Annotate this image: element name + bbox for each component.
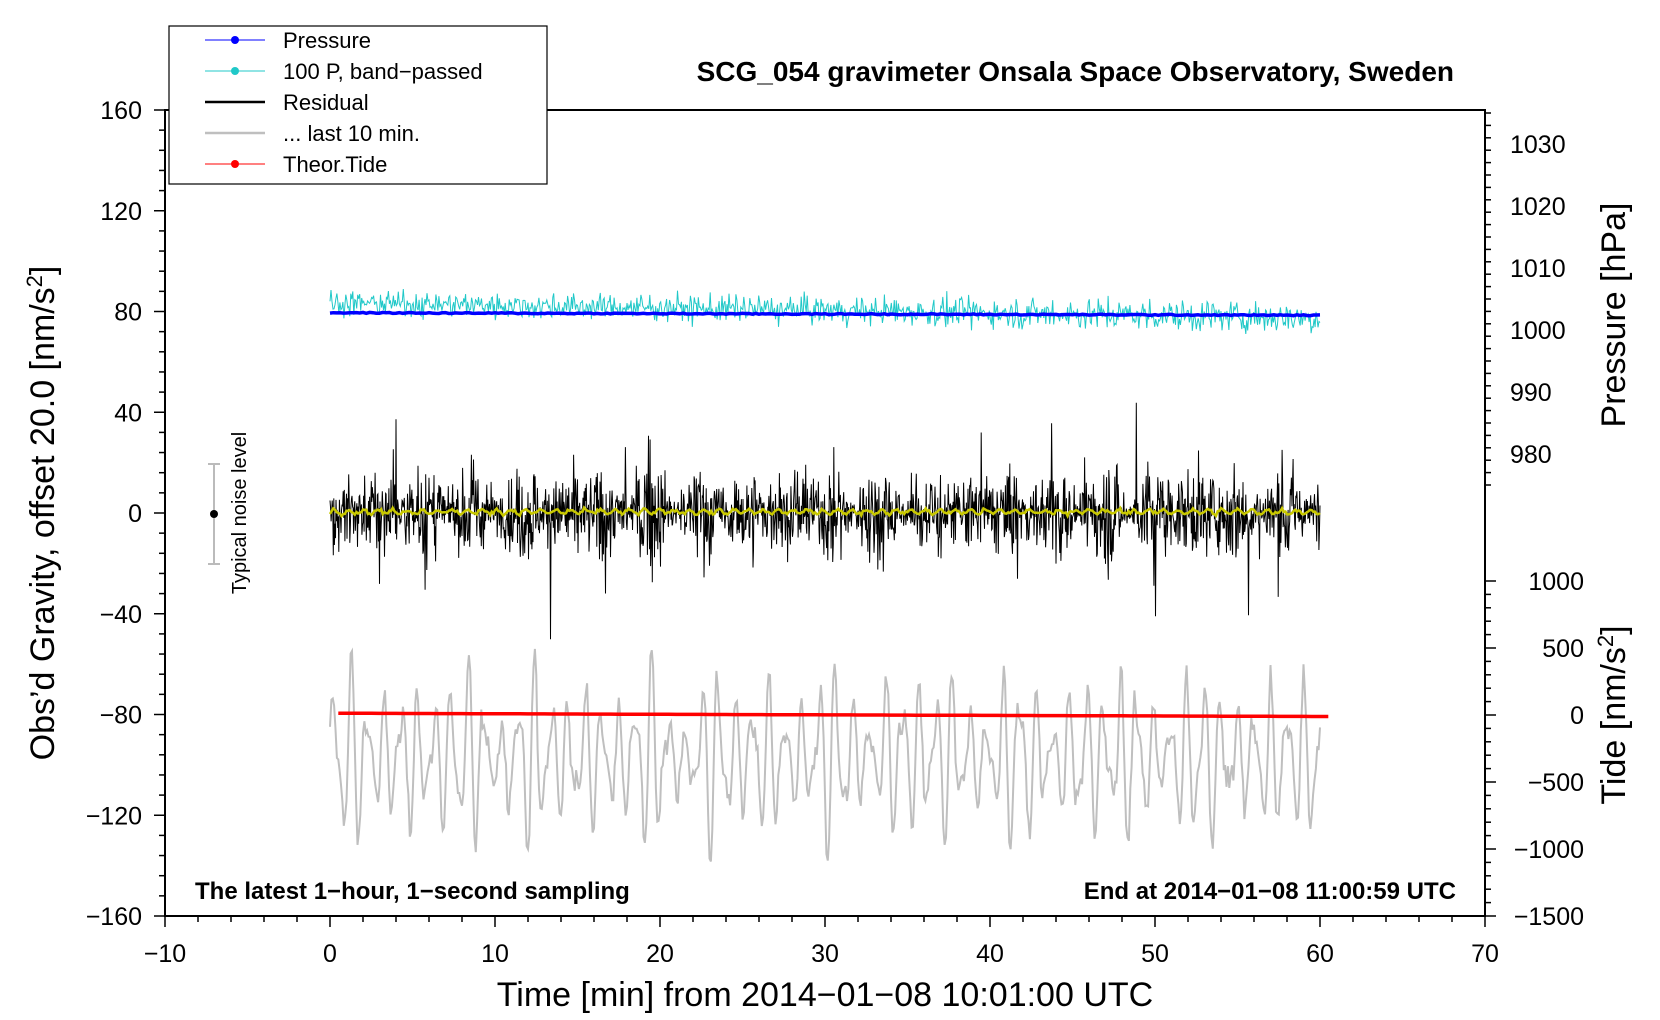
y-tick-label: 0 (128, 500, 142, 528)
x-tick-label: 50 (1141, 940, 1169, 968)
y-axis-pressure: 980 990 1000 1010 1020 1030 (1485, 112, 1566, 486)
tide-axis-title-sup: 2 (1593, 635, 1618, 647)
y-tick-label: −80 (100, 702, 142, 730)
y-axis-left: −160 −120 −80 −40 0 40 80 120 160 (86, 97, 165, 931)
x-tick-label: 60 (1306, 940, 1334, 968)
noise-level-marker: Typical noise level (208, 432, 251, 594)
x-tick-label: 40 (976, 940, 1004, 968)
tide-tick-label: 1000 (1528, 568, 1584, 596)
series-theor-tide (338, 711, 1329, 719)
tide-axis-title-end: ] (1595, 625, 1633, 634)
noise-level-label: Typical noise level (229, 432, 251, 594)
y-tick-label: 80 (114, 299, 142, 327)
legend-label: ... last 10 min. (283, 121, 420, 146)
chart-title: SCG_054 gravimeter Onsala Space Observat… (697, 56, 1454, 87)
y-axis-title-left: Obs’d Gravity, offset 20.0 [nm/s2] (22, 266, 63, 761)
tide-axis-title-main: Tide [nm/s (1595, 647, 1633, 804)
x-axis-title: Time [min] from 2014−01−08 10:01:00 UTC (497, 976, 1153, 1014)
y-tick-label: 40 (114, 399, 142, 427)
legend-marker (231, 36, 239, 44)
pressure-tick-label: 1020 (1510, 193, 1566, 221)
tide-tick-label: 500 (1542, 635, 1584, 663)
pressure-axis-title: Pressure [hPa] (1595, 203, 1633, 428)
pressure-tick-label: 1010 (1510, 255, 1566, 283)
legend-label: 100 P, band−passed (283, 59, 483, 84)
y-tick-label: −40 (100, 601, 142, 629)
legend-label: Residual (283, 90, 369, 115)
pressure-tick-label: 990 (1510, 379, 1552, 407)
y-axis-title-end: ] (24, 266, 62, 275)
tide-tick-label: −1000 (1514, 836, 1584, 864)
series-residual (329, 402, 1321, 640)
y-axis-tide: −1500 −1000 −500 0 500 1000 (1485, 568, 1584, 931)
y-tick-label: 160 (100, 97, 142, 125)
legend-label: Theor.Tide (283, 152, 387, 177)
y-tick-label: −160 (86, 903, 142, 931)
series-100p-band-passed (329, 288, 1321, 335)
tide-axis-title: Tide [nm/s2] (1593, 625, 1634, 804)
legend-label: Pressure (283, 28, 371, 53)
series-last-10-min (329, 647, 1321, 862)
y-tick-label: 120 (100, 198, 142, 226)
tide-tick-label: 0 (1570, 702, 1584, 730)
legend: Pressure 100 P, band−passed Residual ... la… (168, 25, 548, 185)
y-tick-label: −120 (86, 802, 142, 830)
legend-marker (231, 67, 239, 75)
y-axis-title-main: Obs’d Gravity, offset 20.0 [nm/s (24, 287, 62, 760)
annotation-end-time: End at 2014−01−08 11:00:59 UTC (1084, 878, 1456, 905)
x-tick-label: 10 (481, 940, 509, 968)
annotation-sampling: The latest 1−hour, 1−second sampling (195, 878, 630, 905)
pressure-tick-label: 1000 (1510, 317, 1566, 345)
pressure-tick-label: 980 (1510, 441, 1552, 469)
x-tick-label: 30 (811, 940, 839, 968)
x-tick-label: 70 (1471, 940, 1499, 968)
series-residual-smoothed (328, 505, 1321, 520)
x-tick-label: 20 (646, 940, 674, 968)
legend-box (168, 25, 548, 185)
tide-tick-label: −500 (1528, 769, 1584, 797)
series-pressure (329, 310, 1321, 318)
x-tick-label: −10 (144, 940, 186, 968)
x-tick-label: 0 (323, 940, 337, 968)
noise-dot (210, 510, 218, 518)
series-layer (328, 288, 1329, 862)
pressure-tick-label: 1030 (1510, 131, 1566, 159)
tide-tick-label: −1500 (1514, 903, 1584, 931)
x-axis: −10 0 10 20 30 40 50 60 70 (144, 916, 1499, 968)
y-axis-title-sup: 2 (22, 275, 47, 287)
legend-marker (231, 160, 239, 168)
